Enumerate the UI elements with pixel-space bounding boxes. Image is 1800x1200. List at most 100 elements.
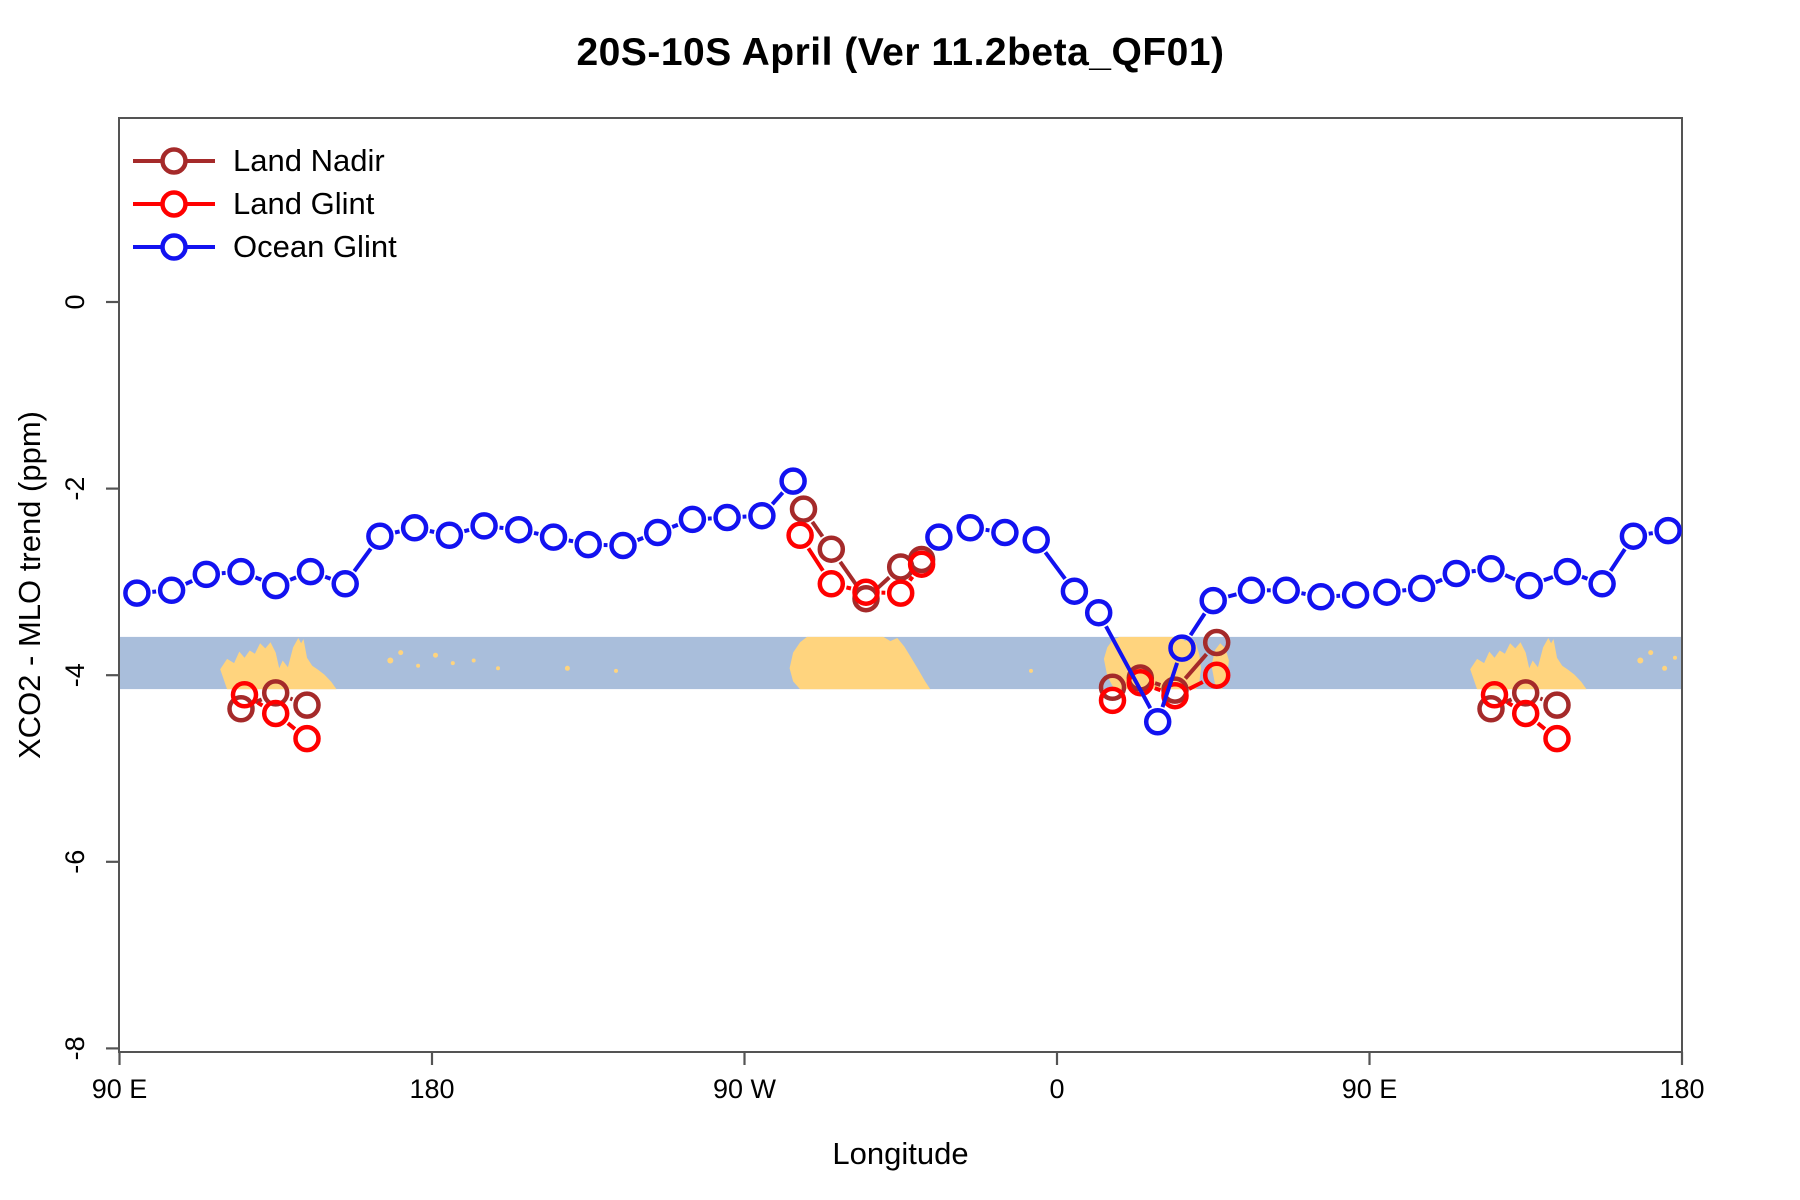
data-point: [230, 681, 259, 709]
data-point: [779, 467, 807, 495]
y-tick-label: -6: [60, 850, 90, 874]
data-point: [505, 515, 533, 544]
data-point: [789, 495, 818, 523]
data-point: [1477, 555, 1505, 583]
data-point: [991, 518, 1019, 547]
y-tick-label: -8: [60, 1036, 90, 1060]
data-point: [1161, 681, 1189, 710]
series-land-glint: [230, 521, 1571, 753]
x-tick-label: 180: [1659, 1074, 1704, 1104]
data-point: [678, 505, 707, 534]
land-australia: [220, 638, 337, 690]
data-point: [470, 512, 498, 540]
data-point: [400, 514, 429, 542]
data-point: [1202, 661, 1231, 689]
data-point: [1143, 708, 1172, 736]
data-point: [1654, 516, 1682, 545]
x-tick-label: 90 W: [713, 1074, 777, 1104]
data-point: [1307, 583, 1335, 611]
data-point: [1543, 724, 1571, 753]
data-point: [1407, 574, 1436, 603]
data-point: [1022, 526, 1050, 554]
data-point: [435, 521, 464, 550]
data-point: [817, 535, 846, 563]
data-point: [539, 523, 568, 551]
data-point: [748, 501, 776, 530]
data-point: [227, 557, 255, 586]
data-point: [786, 521, 814, 550]
data-point: [1202, 628, 1231, 657]
data-point: [1373, 578, 1401, 606]
data-point: [643, 518, 672, 547]
data-point: [1588, 570, 1616, 598]
y-tick-label: 0: [60, 294, 90, 309]
land-glint-marker-icon: [133, 189, 215, 218]
data-point: [261, 571, 290, 600]
data-point: [1168, 634, 1196, 662]
y-tick-label: -4: [60, 663, 90, 687]
data-point: [366, 522, 394, 550]
data-point: [1098, 673, 1127, 702]
data-point: [227, 695, 255, 723]
data-point: [261, 699, 290, 728]
series-ocean-glint: [123, 467, 1682, 736]
data-point: [713, 503, 741, 532]
x-tick-label: 0: [1049, 1074, 1064, 1104]
land-south-america: [789, 636, 931, 690]
data-point: [886, 579, 915, 607]
data-point: [817, 570, 846, 598]
data-point: [1098, 686, 1127, 715]
legend-row-land-nadir: Land Nadir: [133, 139, 397, 182]
data-point: [1543, 691, 1571, 719]
map-band: [120, 636, 1681, 690]
data-point: [1553, 557, 1582, 586]
x-tick-label: 90 E: [1342, 1074, 1398, 1104]
data-point: [1511, 679, 1540, 707]
data-point: [852, 578, 880, 606]
data-point: [293, 691, 321, 719]
data-point: [574, 530, 602, 559]
y-tick-label: -2: [60, 477, 90, 501]
data-point: [1477, 695, 1505, 723]
data-point: [1126, 668, 1155, 697]
data-point: [192, 560, 221, 589]
legend-label-land-nadir: Land Nadir: [233, 142, 385, 178]
legend-row-ocean-glint: Ocean Glint: [133, 225, 397, 268]
data-point: [1060, 577, 1089, 605]
data-point: [296, 557, 325, 586]
ocean-glint-marker-icon: [133, 232, 215, 261]
x-tick-label: 90 E: [92, 1074, 148, 1104]
data-point: [1084, 598, 1113, 627]
data-point: [261, 679, 290, 707]
data-point: [1442, 559, 1471, 588]
x-axis-title: Longitude: [832, 1136, 969, 1171]
data-point: [925, 523, 953, 551]
data-point: [1341, 581, 1370, 609]
axes: 90 E 180 90 W 0 90 E 180 0 -2 -4 -6 -8: [60, 117, 1705, 1104]
land-nadir-marker-icon: [133, 146, 215, 175]
data-point: [1480, 681, 1509, 709]
chart-title: 20S-10S April (Ver 11.2beta_QF01): [576, 31, 1225, 74]
legend-label-ocean-glint: Ocean Glint: [233, 228, 397, 264]
data-point: [1199, 586, 1227, 615]
data-point: [1515, 571, 1543, 600]
y-axis-title-text: XCO2 - MLO trend (ppm): [12, 411, 47, 759]
data-point: [1619, 522, 1648, 550]
data-point: [331, 570, 359, 598]
data-point: [1272, 576, 1300, 605]
legend-label-land-glint: Land Glint: [233, 185, 375, 221]
data-point: [1511, 699, 1540, 728]
data-point: [123, 579, 151, 607]
legend: Land Nadir Land Glint Ocean Glint: [133, 139, 397, 268]
data-point: [293, 724, 321, 753]
legend-row-land-glint: Land Glint: [133, 182, 397, 225]
data-point: [956, 514, 984, 542]
data-point: [609, 531, 637, 560]
data-point: [907, 550, 936, 578]
land-australia: [1470, 638, 1587, 690]
data-point: [1237, 576, 1266, 605]
data-point: [157, 576, 186, 605]
x-tick-label: 180: [409, 1074, 454, 1104]
